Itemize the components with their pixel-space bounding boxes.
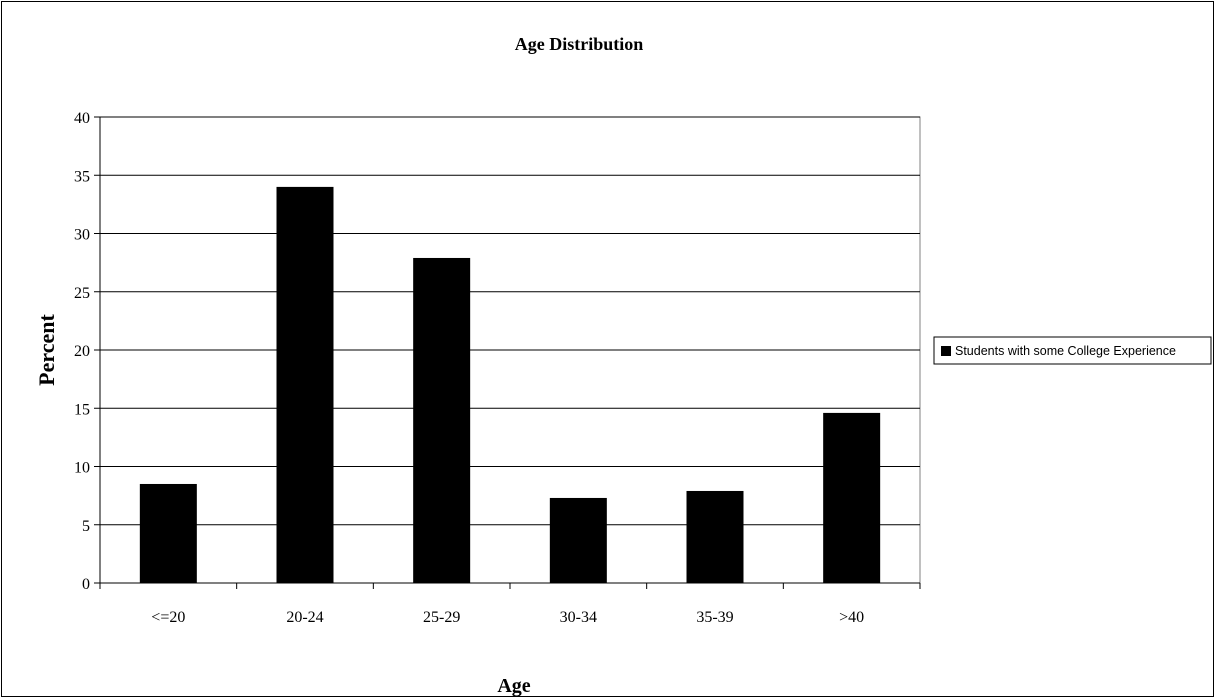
legend: Students with some College Experience — [933, 336, 1212, 365]
y-tick-label: 5 — [82, 518, 90, 535]
chart-title: Age Distribution — [515, 34, 644, 54]
y-tick-label: 25 — [74, 285, 90, 302]
bar — [276, 186, 334, 583]
bar — [823, 412, 881, 583]
x-tick-label: 30-34 — [560, 609, 597, 626]
x-tick-label: 25-29 — [423, 609, 460, 626]
plot-area: 0 5 10 15 20 25 30 35 40 <=20 20-24 25-29 30-34 35-39… — [74, 110, 921, 626]
x-tick-label: 20-24 — [286, 609, 323, 626]
y-tick-label: 35 — [74, 168, 90, 185]
legend-box — [933, 336, 1212, 365]
bar — [686, 490, 744, 583]
bar — [413, 257, 471, 583]
legend-swatch — [941, 346, 951, 356]
bar — [139, 483, 197, 583]
y-tick-label: 10 — [74, 460, 90, 477]
y-tick-label: 40 — [74, 110, 90, 127]
x-tick-label: <=20 — [151, 609, 185, 626]
x-tick-label: >40 — [839, 609, 864, 626]
y-tick-label: 30 — [74, 227, 90, 244]
x-axis-label: Age — [497, 675, 530, 697]
y-axis-label: Percent — [34, 314, 59, 386]
x-tick-label: 35-39 — [696, 609, 733, 626]
y-tick-label: 15 — [74, 401, 90, 418]
legend-label: Students with some College Experience — [955, 344, 1176, 358]
bar — [549, 497, 607, 583]
y-tick-label: 20 — [74, 343, 90, 360]
y-tick-label: 0 — [82, 576, 90, 593]
